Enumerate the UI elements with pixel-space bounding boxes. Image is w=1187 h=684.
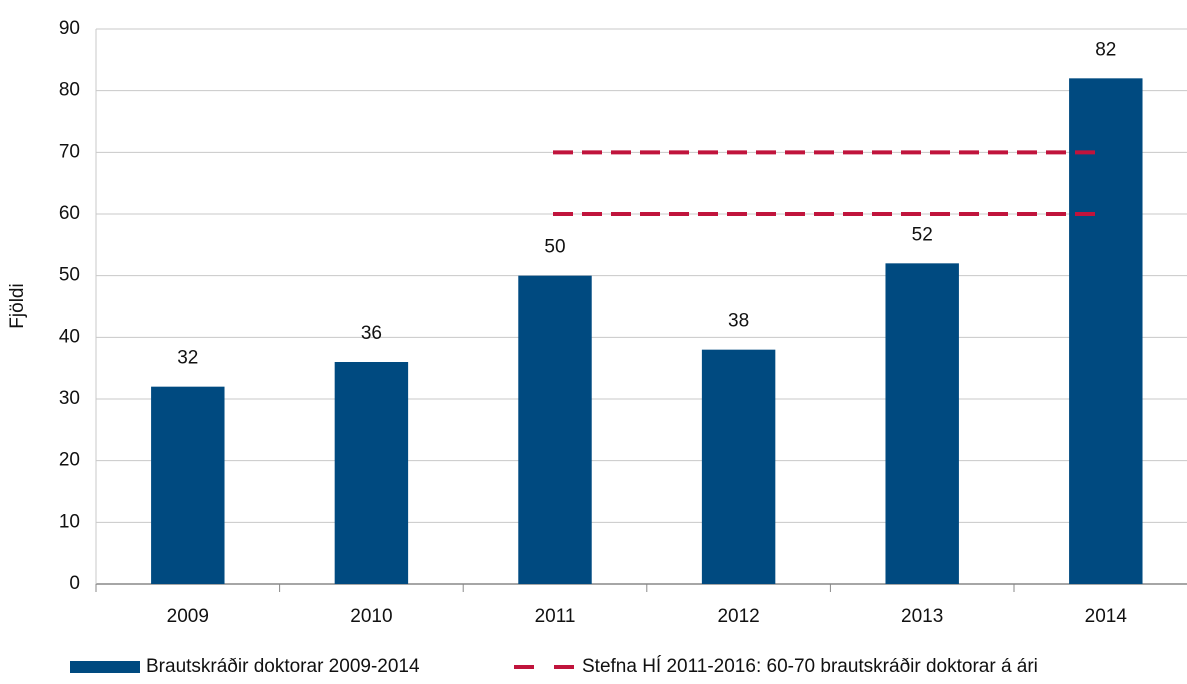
x-tick-label: 2011 — [535, 606, 576, 627]
y-tick-label: 0 — [69, 573, 80, 594]
y-tick-label: 10 — [59, 511, 80, 532]
y-tick-label: 50 — [59, 265, 80, 286]
data-label: 52 — [912, 224, 933, 245]
y-tick-label: 30 — [59, 388, 80, 409]
bar — [518, 275, 592, 584]
x-tick-label: 2013 — [901, 606, 943, 627]
y-tick-label: 90 — [59, 18, 80, 39]
data-label: 50 — [544, 237, 565, 258]
legend-swatch — [70, 661, 140, 673]
legend-label: Brautskráðir doktorar 2009-2014 — [146, 656, 420, 677]
bar — [1069, 78, 1143, 584]
bar — [885, 263, 959, 584]
y-tick-label: 40 — [59, 326, 80, 347]
x-tick-label: 2010 — [350, 606, 392, 627]
y-tick-label: 20 — [59, 450, 80, 471]
y-tick-label: 60 — [59, 203, 80, 224]
x-tick-label: 2009 — [167, 606, 209, 627]
x-tick-label: 2012 — [717, 606, 759, 627]
y-tick-label: 70 — [59, 141, 80, 162]
bar — [701, 349, 776, 584]
bar — [334, 362, 409, 584]
data-label: 82 — [1095, 39, 1116, 60]
bar — [151, 386, 225, 584]
data-label: 32 — [177, 348, 198, 369]
data-label: 36 — [361, 323, 382, 344]
y-axis-label: Fjöldi — [7, 283, 28, 328]
x-tick-label: 2014 — [1085, 606, 1128, 627]
y-tick-label: 80 — [59, 80, 80, 101]
legend-label: Stefna HÍ 2011-2016: 60-70 brautskráðir … — [582, 656, 1038, 677]
data-label: 38 — [728, 311, 749, 332]
